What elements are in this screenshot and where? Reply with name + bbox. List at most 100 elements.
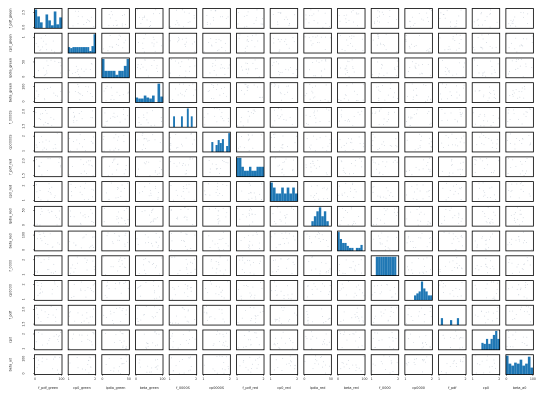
scatter-point-cp0000-f_pdf_red-10: [253, 297, 255, 299]
scatter-point-f_pdf_red-beta_red-2: [361, 166, 363, 168]
scatter-point-beta_green-f_pdf_green-6: [53, 92, 55, 94]
scatter-point-beta_red-cp0-13: [490, 236, 491, 238]
scatter-point-f_0000S-cp0-9: [492, 122, 494, 123]
scatter-point-cp0000S-cp0000-10: [414, 149, 416, 151]
histogram-bar-cp0_green-8: [85, 47, 88, 54]
scatter-point-cp0000-f_0000S-3: [187, 285, 189, 287]
panel-f_pdf_red-vs-lpdia_green: [101, 156, 130, 178]
scatter-point-cp0000S-f_0000-10: [381, 143, 383, 145]
scatter-point-cp0_red-cp0000S-13: [205, 194, 207, 196]
scatter-point-beta_green-f_pdf_red-10: [246, 86, 248, 88]
scatter-point-beta_green-f_0000-13: [384, 99, 386, 101]
panel-frame: [67, 181, 97, 202]
panel-beta_red-vs-lpdia_green: [101, 230, 130, 252]
scatter-point-f_0000-f_0000S-1: [179, 269, 181, 271]
scatter-point-cp0000-cp0_green-12: [84, 290, 86, 292]
histogram-bar-f_pdf_red-8: [256, 166, 259, 177]
scatter-point-beta_a0-beta_red-6: [346, 363, 348, 365]
scatter-point-f_pdf_green-lpdia_red-7: [313, 13, 315, 15]
scatter-point-cp0000S-f_0000S-4: [176, 147, 177, 149]
scatter-point-cp0-f_pdf_red-9: [244, 335, 246, 336]
scatter-point-lpdia_green-beta_red-8: [348, 61, 350, 62]
y-axis-label-f_pdf: f_pdf: [9, 310, 13, 319]
scatter-point-f_0000S-f_pdf-1: [441, 109, 443, 111]
scatter-point-cp0000S-cp0_red-8: [296, 135, 298, 137]
scatter-point-f_0000-f_pdf-6: [449, 261, 451, 263]
scatter-point-beta_a0-cp0000S-2: [214, 370, 216, 372]
scatter-point-cp0000-cp0_red-0: [288, 297, 290, 299]
panel-frame: [202, 329, 231, 351]
scatter-point-lpdia_green-cp0_red-5: [278, 71, 279, 72]
panel-cp0000S-vs-f_pdf: [438, 131, 467, 153]
scatter-point-cp0000S-cp0-9: [491, 147, 493, 148]
panel-cp0000-vs-f_pdf: [438, 280, 467, 301]
panel-lpdia_green-vs-f_pdf_green: [34, 57, 63, 79]
scatter-point-beta_red-cp0_green-2: [82, 237, 84, 239]
scatter-point-cp0-lpdia_green-3: [105, 333, 106, 334]
histogram-bar-f_pdf_green-8: [56, 24, 60, 29]
scatter-point-cp0_green-f_pdf-0: [447, 49, 449, 51]
scatter-point-f_pdf_red-f_0000S-5: [185, 169, 187, 171]
scatter-point-f_pdf_red-cp0-13: [479, 158, 481, 160]
scatter-point-beta_red-cp0000-6: [429, 242, 431, 244]
scatter-point-beta_red-lpdia_red-4: [306, 233, 308, 235]
scatter-point-cp0000S-f_0000S-12: [192, 143, 193, 145]
scatter-point-beta_a0-lpdia_green-6: [113, 370, 115, 372]
scatter-point-cp0_green-f_0000S-4: [191, 43, 193, 45]
scatter-point-cp0_green-f_pdf_green-4: [45, 43, 47, 45]
scatter-point-f_0000S-cp0000S-8: [207, 113, 209, 115]
scatter-point-beta_a0-lpdia_green-11: [120, 372, 121, 374]
scatter-point-f_0000S-lpdia_green-8: [107, 120, 109, 122]
scatter-point-lpdia_green-f_pdf_red-6: [241, 66, 242, 68]
scatter-point-f_0000S-cp0-12: [478, 115, 480, 117]
scatter-point-beta_red-f_pdf-13: [461, 237, 463, 238]
scatter-point-f_0000S-cp0-3: [484, 114, 486, 116]
scatter-point-f_pdf_red-beta_red-11: [352, 172, 354, 174]
scatter-point-cp0_green-cp0_red-7: [284, 40, 286, 42]
scatter-point-cp0_red-f_0000S-11: [170, 185, 172, 187]
scatter-point-f_0000S-lpdia_green-4: [119, 121, 121, 123]
scatter-point-beta_red-cp0_green-10: [85, 234, 87, 236]
scatter-point-f_pdf-f_0000S-12: [184, 316, 186, 318]
panel-f_0000-vs-f_pdf_green: [34, 255, 63, 277]
scatter-point-f_0000S-beta_green-10: [147, 122, 149, 124]
scatter-point-cp0000S-beta_red-13: [362, 146, 364, 148]
scatter-point-cp0_red-cp0000-7: [412, 198, 414, 200]
scatter-point-beta_green-cp0_green-7: [69, 91, 71, 93]
scatter-point-cp0_green-beta_a0-11: [508, 47, 510, 49]
scatter-point-f_pdf_red-cp0000S-7: [211, 163, 213, 165]
scatter-point-cp0_red-f_pdf_green-3: [35, 184, 37, 186]
scatter-point-f_pdf_green-beta_red-1: [356, 13, 358, 15]
scatter-point-f_pdf_red-f_0000S-9: [189, 158, 191, 160]
scatter-point-beta_red-beta_green-9: [156, 242, 157, 244]
scatter-point-f_pdf-beta_a0-1: [512, 319, 514, 321]
scatter-point-cp0_green-f_0000-13: [377, 35, 379, 37]
scatter-point-cp0_red-cp0-12: [482, 182, 484, 184]
scatter-point-cp0_red-f_pdf-6: [442, 187, 444, 189]
scatter-point-f_0000-cp0_green-12: [74, 268, 76, 269]
scatter-point-cp0_red-lpdia_red-13: [315, 192, 317, 194]
panel-frame: [67, 107, 97, 128]
histogram-bar-f_pdf-8: [456, 318, 460, 326]
x-tick-label-f_0000S-1: 2: [195, 377, 197, 381]
scatter-point-cp0000-beta_green-2: [140, 295, 142, 297]
x-axis-label-f_0000: f_0000: [379, 386, 391, 390]
scatter-point-f_0000S-cp0_red-9: [283, 119, 285, 120]
scatter-point-beta_red-lpdia_green-12: [111, 241, 113, 243]
scatter-point-f_pdf_green-cp0_green-4: [86, 22, 88, 23]
scatter-point-f_pdf_red-cp0_red-5: [279, 164, 281, 166]
histogram-bar-cp0_green-0: [68, 47, 71, 54]
scatter-point-f_pdf_green-beta_a0-2: [515, 25, 517, 27]
scatter-point-f_pdf_red-cp0-4: [475, 159, 477, 161]
scatter-point-beta_green-beta_a0-3: [512, 90, 514, 92]
scatter-point-f_pdf_red-f_pdf-9: [460, 162, 462, 164]
scatter-point-lpdia_red-beta_a0-5: [522, 217, 524, 219]
panel-frame: [269, 255, 299, 277]
scatter-point-f_pdf_green-cp0000-13: [427, 21, 429, 22]
scatter-point-f_pdf-cp0_green-5: [68, 315, 70, 317]
scatter-point-f_0000S-cp0_red-7: [295, 108, 297, 110]
scatter-point-lpdia_red-lpdia_green-12: [127, 219, 129, 221]
scatter-point-lpdia_red-cp0000-4: [420, 220, 422, 222]
panel-lpdia_green-vs-cp0_green: [67, 57, 97, 79]
scatter-point-lpdia_red-lpdia_green-7: [120, 217, 122, 219]
